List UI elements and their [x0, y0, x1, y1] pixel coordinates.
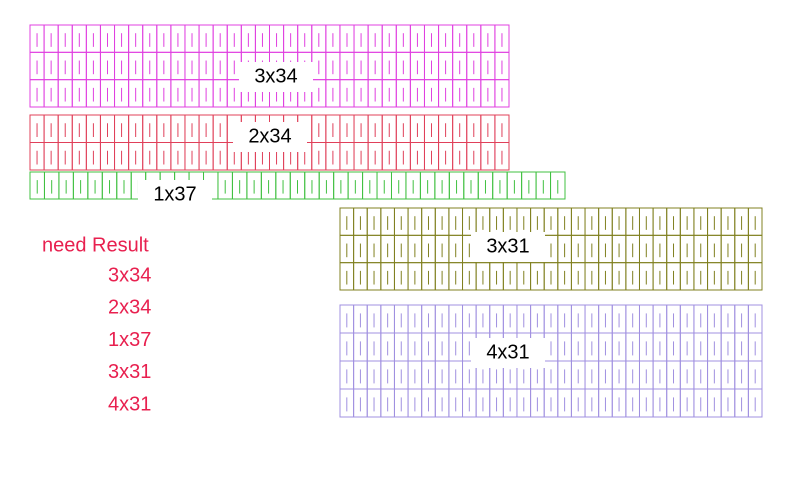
label-bg: [233, 122, 307, 152]
grid-label: 1x37: [153, 183, 196, 205]
label-bg: [471, 232, 545, 262]
grid-label: 4x31: [486, 341, 529, 363]
result-item: 3x31: [108, 361, 151, 383]
result-item: 3x34: [108, 264, 151, 286]
grid-block: 1x37: [29, 171, 566, 210]
result-item: 2x34: [108, 297, 151, 319]
result-item: 1x37: [108, 329, 151, 351]
label-bg: [138, 180, 212, 210]
grid-label: 2x34: [248, 125, 291, 147]
label-bg: [239, 62, 313, 92]
grid-block: 3x34: [29, 24, 510, 108]
grid-outline: [29, 114, 510, 171]
grid-outline: [339, 207, 763, 291]
result-item: 4x31: [108, 393, 151, 415]
grid-outline: [339, 304, 763, 418]
result-title: need Result: [42, 234, 149, 256]
label-bg: [471, 338, 545, 368]
grid-block: 4x31: [339, 304, 763, 418]
grid-label: 3x31: [486, 235, 529, 257]
grid-outline: [29, 24, 510, 108]
grid-block: 3x31: [339, 207, 763, 291]
grid-label: 3x34: [254, 65, 297, 87]
grid-block: 2x34: [29, 114, 510, 171]
grid-outline: [29, 171, 566, 200]
